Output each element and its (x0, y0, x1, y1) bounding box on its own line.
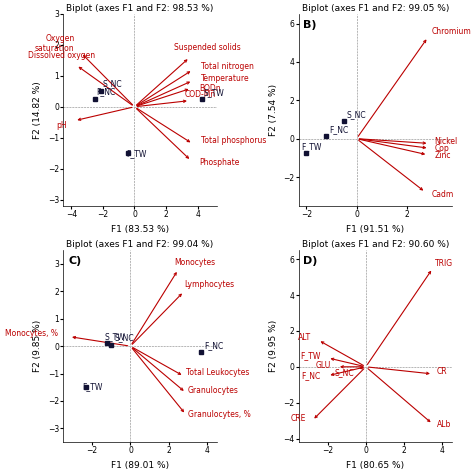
Text: Cop: Cop (434, 144, 449, 153)
Text: CRE: CRE (291, 414, 307, 423)
Text: S_TW: S_TW (105, 332, 125, 341)
Text: F_TW: F_TW (82, 383, 103, 392)
X-axis label: F1 (80.65 %): F1 (80.65 %) (346, 461, 404, 470)
Text: Total Leukocytes: Total Leukocytes (186, 368, 249, 377)
Text: S_NC: S_NC (346, 110, 366, 119)
Y-axis label: F2 (14.82 %): F2 (14.82 %) (34, 81, 43, 139)
Title: Biplot (axes F1 and F2: 99.05 %): Biplot (axes F1 and F2: 99.05 %) (301, 4, 449, 13)
Text: S_NC: S_NC (103, 79, 123, 88)
Y-axis label: F2 (9.95 %): F2 (9.95 %) (269, 320, 278, 372)
Text: TRIG: TRIG (435, 259, 453, 268)
X-axis label: F1 (83.53 %): F1 (83.53 %) (111, 225, 169, 234)
Text: Granulocytes, %: Granulocytes, % (188, 410, 251, 419)
Text: Cadm: Cadm (432, 190, 454, 199)
X-axis label: F1 (91.51 %): F1 (91.51 %) (346, 225, 404, 234)
Text: Phosphate: Phosphate (199, 158, 240, 167)
Y-axis label: F2 (9.85 %): F2 (9.85 %) (34, 320, 43, 372)
Text: Suspended solids: Suspended solids (174, 44, 241, 53)
Text: pH: pH (56, 121, 66, 130)
Text: Temperature: Temperature (201, 74, 249, 83)
Text: F_NC: F_NC (97, 87, 116, 96)
Text: Total phosphorus: Total phosphorus (201, 137, 266, 146)
Text: S_NC: S_NC (114, 333, 134, 342)
Text: BODn: BODn (199, 84, 221, 93)
Text: Lymphocytes: Lymphocytes (184, 280, 234, 289)
Text: Nickel: Nickel (434, 137, 458, 146)
Text: Monocytes: Monocytes (174, 258, 216, 267)
Text: F_TW: F_TW (301, 142, 322, 151)
Text: F_TW: F_TW (127, 149, 147, 158)
Title: Biplot (axes F1 and F2: 90.60 %): Biplot (axes F1 and F2: 90.60 %) (301, 240, 449, 249)
Text: Granulocytes: Granulocytes (188, 385, 239, 394)
Text: S_NC: S_NC (335, 368, 355, 377)
Text: GLU: GLU (315, 361, 330, 370)
Text: CR: CR (437, 367, 447, 376)
Text: Dissolved oxygen: Dissolved oxygen (28, 51, 95, 60)
Text: COD-Mn: COD-Mn (185, 90, 216, 99)
Text: C): C) (68, 256, 81, 266)
Text: ALb: ALb (437, 419, 451, 428)
Title: Biplot (axes F1 and F2: 98.53 %): Biplot (axes F1 and F2: 98.53 %) (66, 4, 214, 13)
Text: F_NC: F_NC (204, 341, 223, 350)
Text: Monocytes, %: Monocytes, % (5, 329, 58, 338)
Text: ALT: ALT (298, 333, 311, 342)
Text: B): B) (303, 20, 317, 30)
Title: Biplot (axes F1 and F2: 99.04 %): Biplot (axes F1 and F2: 99.04 %) (66, 240, 214, 249)
Text: Zinc: Zinc (434, 151, 451, 160)
X-axis label: F1 (89.01 %): F1 (89.01 %) (111, 461, 169, 470)
Text: F_NC: F_NC (301, 371, 321, 380)
Text: Total nitrogen: Total nitrogen (201, 62, 254, 71)
Text: Chromium: Chromium (432, 27, 472, 36)
Y-axis label: F2 (7.54 %): F2 (7.54 %) (269, 84, 278, 136)
Text: S_TW: S_TW (204, 89, 225, 98)
Text: D): D) (303, 256, 318, 266)
Text: F_TW: F_TW (301, 352, 321, 361)
Text: F_NC: F_NC (329, 125, 348, 134)
Text: Oxygen
saturation: Oxygen saturation (35, 34, 74, 53)
